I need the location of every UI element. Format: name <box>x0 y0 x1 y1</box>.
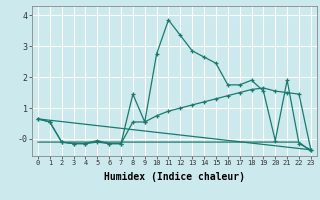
X-axis label: Humidex (Indice chaleur): Humidex (Indice chaleur) <box>104 172 245 182</box>
